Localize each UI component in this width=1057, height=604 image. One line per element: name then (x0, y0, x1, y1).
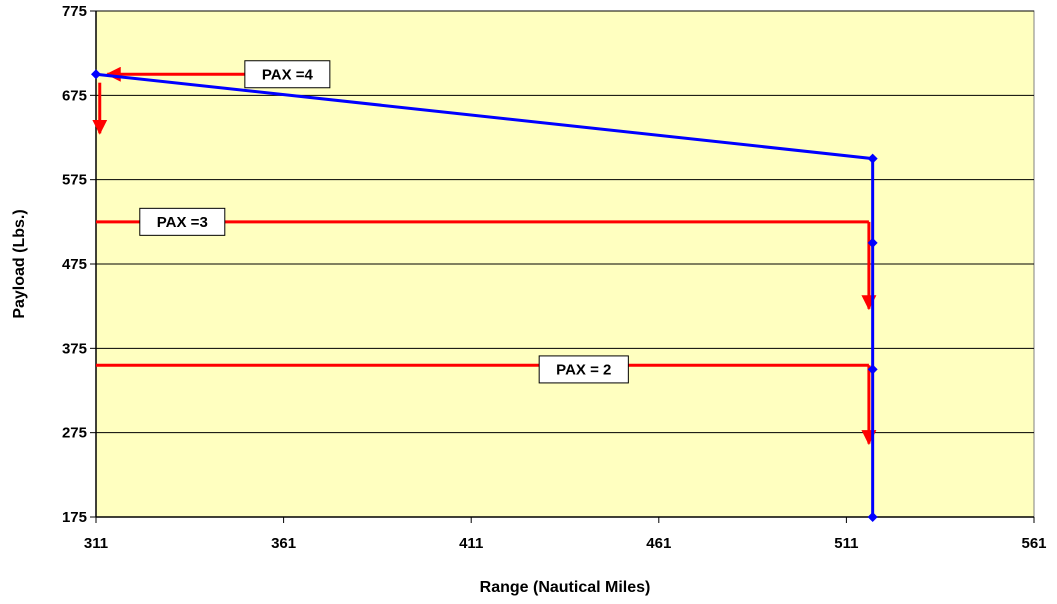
x-tick-label: 411 (459, 535, 483, 552)
y-tick-label: 675 (62, 87, 87, 104)
gridlines (96, 10, 1034, 434)
series-marker (867, 512, 878, 522)
pax-annotations: PAX =4 PAX =3 PAX = 2 (92, 60, 877, 446)
series-marker (867, 237, 878, 248)
series-marker (867, 153, 878, 164)
pax-label-box (538, 355, 629, 384)
y-tick-label: 375 (62, 340, 87, 357)
y-tick-label: 575 (62, 172, 87, 189)
y-tick-label: 775 (62, 3, 87, 20)
series-marker (91, 69, 101, 80)
y-tick-label: 275 (62, 425, 87, 442)
x-tick-label: 311 (84, 535, 108, 552)
y-tick-labels: 175 275 375 475 575 675 775 (62, 3, 96, 526)
pax-label-box (139, 207, 226, 236)
series-marker (867, 364, 878, 375)
series-layer (91, 69, 878, 522)
x-tick-label: 361 (271, 535, 296, 552)
pax-annotation: PAX = 2 (96, 355, 877, 446)
x-tick-label: 511 (834, 535, 858, 552)
pax-label: PAX = 2 (556, 361, 611, 378)
x-tick-label: 561 (1021, 535, 1046, 552)
pax-label-box (244, 60, 331, 89)
pax-label: PAX =3 (157, 214, 208, 231)
x-axis-title: Range (Nautical Miles) (480, 579, 651, 596)
y-axis-title: Payload (Lbs.) (11, 209, 28, 318)
pax-annotation: PAX =4 (92, 60, 331, 135)
y-tick-label: 175 (62, 509, 87, 526)
y-tick-label: 475 (62, 256, 87, 273)
x-tick-label: 461 (646, 535, 671, 552)
x-tick-labels: 311 361 411 461 511 561 (84, 517, 1047, 552)
pax-label: PAX =4 (262, 66, 314, 83)
pax-annotation: PAX =3 (96, 207, 877, 311)
